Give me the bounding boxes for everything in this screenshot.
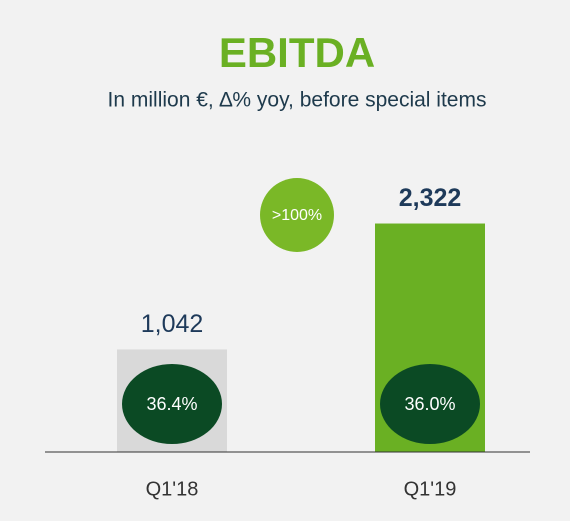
- value-label: 2,322: [399, 184, 462, 212]
- chart-subtitle: In million €, ∆% yoy, before special ite…: [108, 89, 487, 112]
- badge-label: >100%: [272, 207, 322, 224]
- margin-label: 36.0%: [404, 394, 455, 414]
- margin-circle: [122, 364, 222, 444]
- value-label: 1,042: [141, 310, 204, 338]
- margin-label: 36.4%: [146, 394, 197, 414]
- x-tick-label: Q1'19: [404, 478, 457, 500]
- chart-title: EBITDA: [219, 29, 375, 76]
- x-tick-label: Q1'18: [146, 478, 199, 500]
- margin-circle: [380, 364, 480, 444]
- badge-circle: [260, 178, 334, 252]
